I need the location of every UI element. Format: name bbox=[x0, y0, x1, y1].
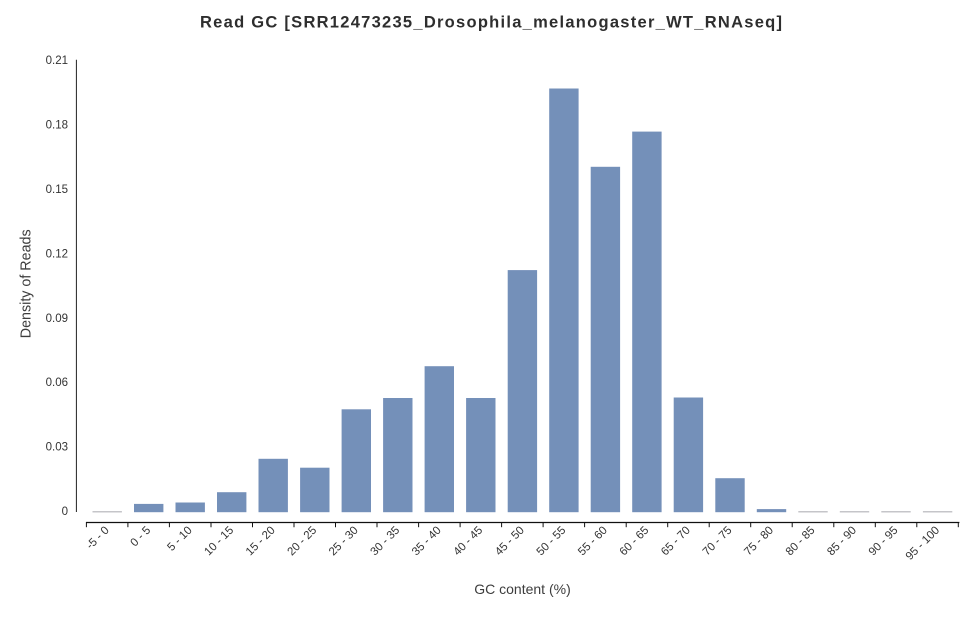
svg-text:0.21: 0.21 bbox=[46, 55, 68, 67]
svg-text:Read GC [SRR12473235_Drosophil: Read GC [SRR12473235_Drosophila_melanoga… bbox=[200, 13, 782, 31]
svg-text:0.18: 0.18 bbox=[46, 120, 68, 132]
svg-text:0.09: 0.09 bbox=[46, 313, 68, 325]
svg-text:0.06: 0.06 bbox=[46, 377, 68, 389]
svg-text:Density of Reads: Density of Reads bbox=[19, 229, 35, 338]
svg-text:0.03: 0.03 bbox=[46, 442, 68, 454]
svg-text:0: 0 bbox=[62, 506, 68, 518]
svg-text:0.15: 0.15 bbox=[46, 184, 68, 196]
svg-text:GC content (%): GC content (%) bbox=[474, 581, 570, 597]
svg-text:0.12: 0.12 bbox=[46, 248, 68, 260]
